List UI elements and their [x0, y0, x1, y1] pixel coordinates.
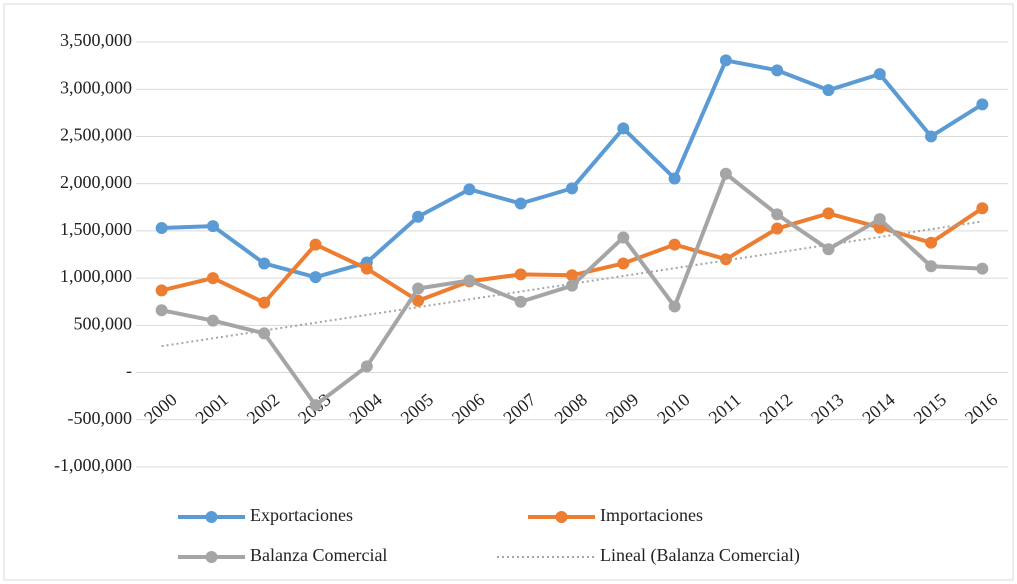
point	[206, 314, 219, 327]
point	[258, 327, 271, 340]
point	[617, 122, 630, 135]
point	[719, 167, 732, 180]
point	[822, 243, 835, 256]
point	[206, 220, 219, 233]
y-tick-label: 1,500,000	[60, 219, 132, 239]
point	[668, 238, 681, 251]
point	[771, 64, 784, 77]
point	[822, 207, 835, 220]
point	[617, 231, 630, 244]
point	[155, 284, 168, 297]
point	[925, 260, 938, 273]
y-tick-label: 1,000,000	[60, 266, 132, 286]
y-tick-label: 3,500,000	[60, 30, 132, 50]
legend-label: Importaciones	[600, 505, 703, 525]
point	[822, 84, 835, 97]
legend-label: Balanza Comercial	[250, 545, 387, 565]
point	[719, 253, 732, 266]
point	[873, 68, 886, 81]
point	[412, 282, 425, 295]
point	[514, 268, 527, 281]
y-tick-label: -1,000,000	[54, 455, 132, 475]
point	[412, 294, 425, 307]
y-tick-label: 3,000,000	[60, 77, 132, 97]
legend-marker	[205, 551, 218, 563]
series-line	[161, 220, 983, 348]
point	[155, 222, 168, 235]
point	[617, 257, 630, 270]
point	[360, 360, 373, 373]
y-tick-label: 500,000	[74, 313, 133, 333]
legend-marker	[555, 511, 568, 523]
point	[719, 54, 732, 67]
point	[412, 210, 425, 223]
point	[668, 172, 681, 185]
point	[309, 271, 322, 284]
point	[206, 272, 219, 285]
point	[258, 296, 271, 309]
point	[309, 399, 322, 412]
point	[771, 208, 784, 221]
point	[463, 183, 476, 196]
point	[976, 98, 989, 111]
chart-frame	[3, 3, 1014, 581]
point	[873, 221, 886, 234]
point	[514, 197, 527, 210]
point	[771, 222, 784, 235]
point	[925, 236, 938, 249]
y-tick-label: -	[126, 361, 132, 381]
point	[566, 269, 578, 282]
legend-label: Lineal (Balanza Comercial)	[600, 545, 800, 566]
point	[976, 202, 989, 215]
y-tick-label: 2,000,000	[60, 172, 132, 192]
point	[566, 182, 578, 195]
point	[566, 279, 578, 292]
point	[155, 304, 168, 317]
y-tick-label: 2,500,000	[60, 125, 132, 145]
point	[360, 262, 373, 275]
y-tick-label: -500,000	[68, 408, 133, 428]
point	[925, 130, 938, 143]
point	[873, 213, 886, 226]
point	[309, 238, 322, 251]
point	[258, 257, 271, 270]
point	[976, 262, 989, 275]
point	[514, 295, 527, 308]
point	[668, 300, 681, 313]
legend-marker	[205, 511, 218, 523]
point	[463, 274, 476, 287]
legend-label: Exportaciones	[250, 505, 353, 525]
